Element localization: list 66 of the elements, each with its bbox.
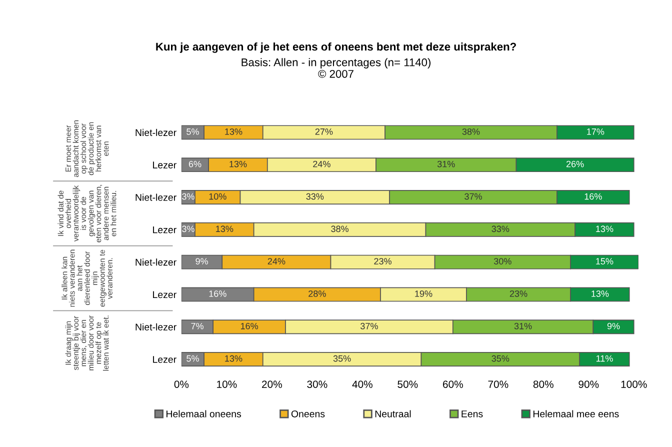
y-tick-label: Niet-lezer [136,258,176,266]
chart-subtitle: Basis: Allen - in percentages (n= 1140) © 2007 [242,58,430,78]
data-label: 24% [313,160,330,168]
data-label: 13% [230,160,247,168]
data-label: 19% [415,290,432,297]
y-tick-label: Lezer [153,356,176,363]
x-tick-label: 60% [443,380,463,388]
x-tick-label: 40% [352,380,372,388]
data-label: 16% [209,290,226,297]
y-tick-label: Lezer [153,226,176,234]
data-label: 23% [510,290,528,297]
data-label: 28% [308,290,326,297]
y-tick-label: Niet-lezer [136,194,176,201]
data-label: 10% [209,193,226,200]
data-label: 5% [186,128,199,135]
x-tick-label: 10% [217,380,237,388]
data-label: 27% [315,128,333,135]
legend-label: Neutraal [375,410,411,418]
chart-title: Kun je aangeven of je het eens of oneens bent met deze uitspraken? [156,42,516,53]
x-tick-label: 90% [578,380,599,388]
data-label: 13% [592,290,609,297]
data-label: 17% [587,128,604,135]
data-label: 35% [333,355,351,362]
data-label: 7% [191,322,204,330]
data-label: 13% [225,128,242,135]
data-label: 16% [584,193,602,200]
y-tick-label: Lezer [153,291,176,298]
legend-label: Oneens [291,410,325,418]
data-label: 33% [306,193,324,200]
x-tick-label: 80% [533,380,554,388]
data-label: 16% [240,322,258,330]
data-label: 9% [607,322,620,330]
x-tick-label: 70% [488,380,508,388]
legend-label: Helemaal mee eens [533,410,619,418]
data-label: 13% [225,355,242,362]
data-label: 33% [492,226,510,232]
data-label: 37% [360,322,378,330]
y-tick-label: Niet-lezer [136,128,176,136]
x-tick-label: 100% [621,380,647,388]
data-label: 38% [331,226,349,232]
data-label: 24% [268,258,286,264]
legend-label: Helemaal oneens [166,410,242,418]
y-tick-label: Lezer [153,162,176,168]
data-label: 6% [188,160,202,168]
data-label: 23% [374,258,392,264]
data-label: 37% [464,193,482,200]
data-label: 13% [216,226,234,232]
x-tick-label: 0% [174,380,189,388]
data-label: 31% [437,160,455,168]
data-label: 35% [492,355,510,362]
data-label: 31% [514,322,532,330]
data-label: 38% [462,128,480,135]
data-label: 15% [596,258,614,264]
data-label: 5% [186,355,199,362]
data-label: 30% [494,258,512,264]
data-label: 26% [566,160,584,168]
y-tick-label: Niet-lezer [136,323,176,330]
x-tick-label: 20% [262,380,282,388]
data-label: 13% [596,226,614,232]
data-label: 11% [596,355,613,362]
data-label: 9% [196,258,208,264]
data-label: 3% [182,226,194,232]
x-tick-label: 30% [307,380,328,388]
x-tick-label: 50% [398,380,418,388]
legend-label: Eens [462,410,483,418]
data-label: 3% [182,193,194,200]
